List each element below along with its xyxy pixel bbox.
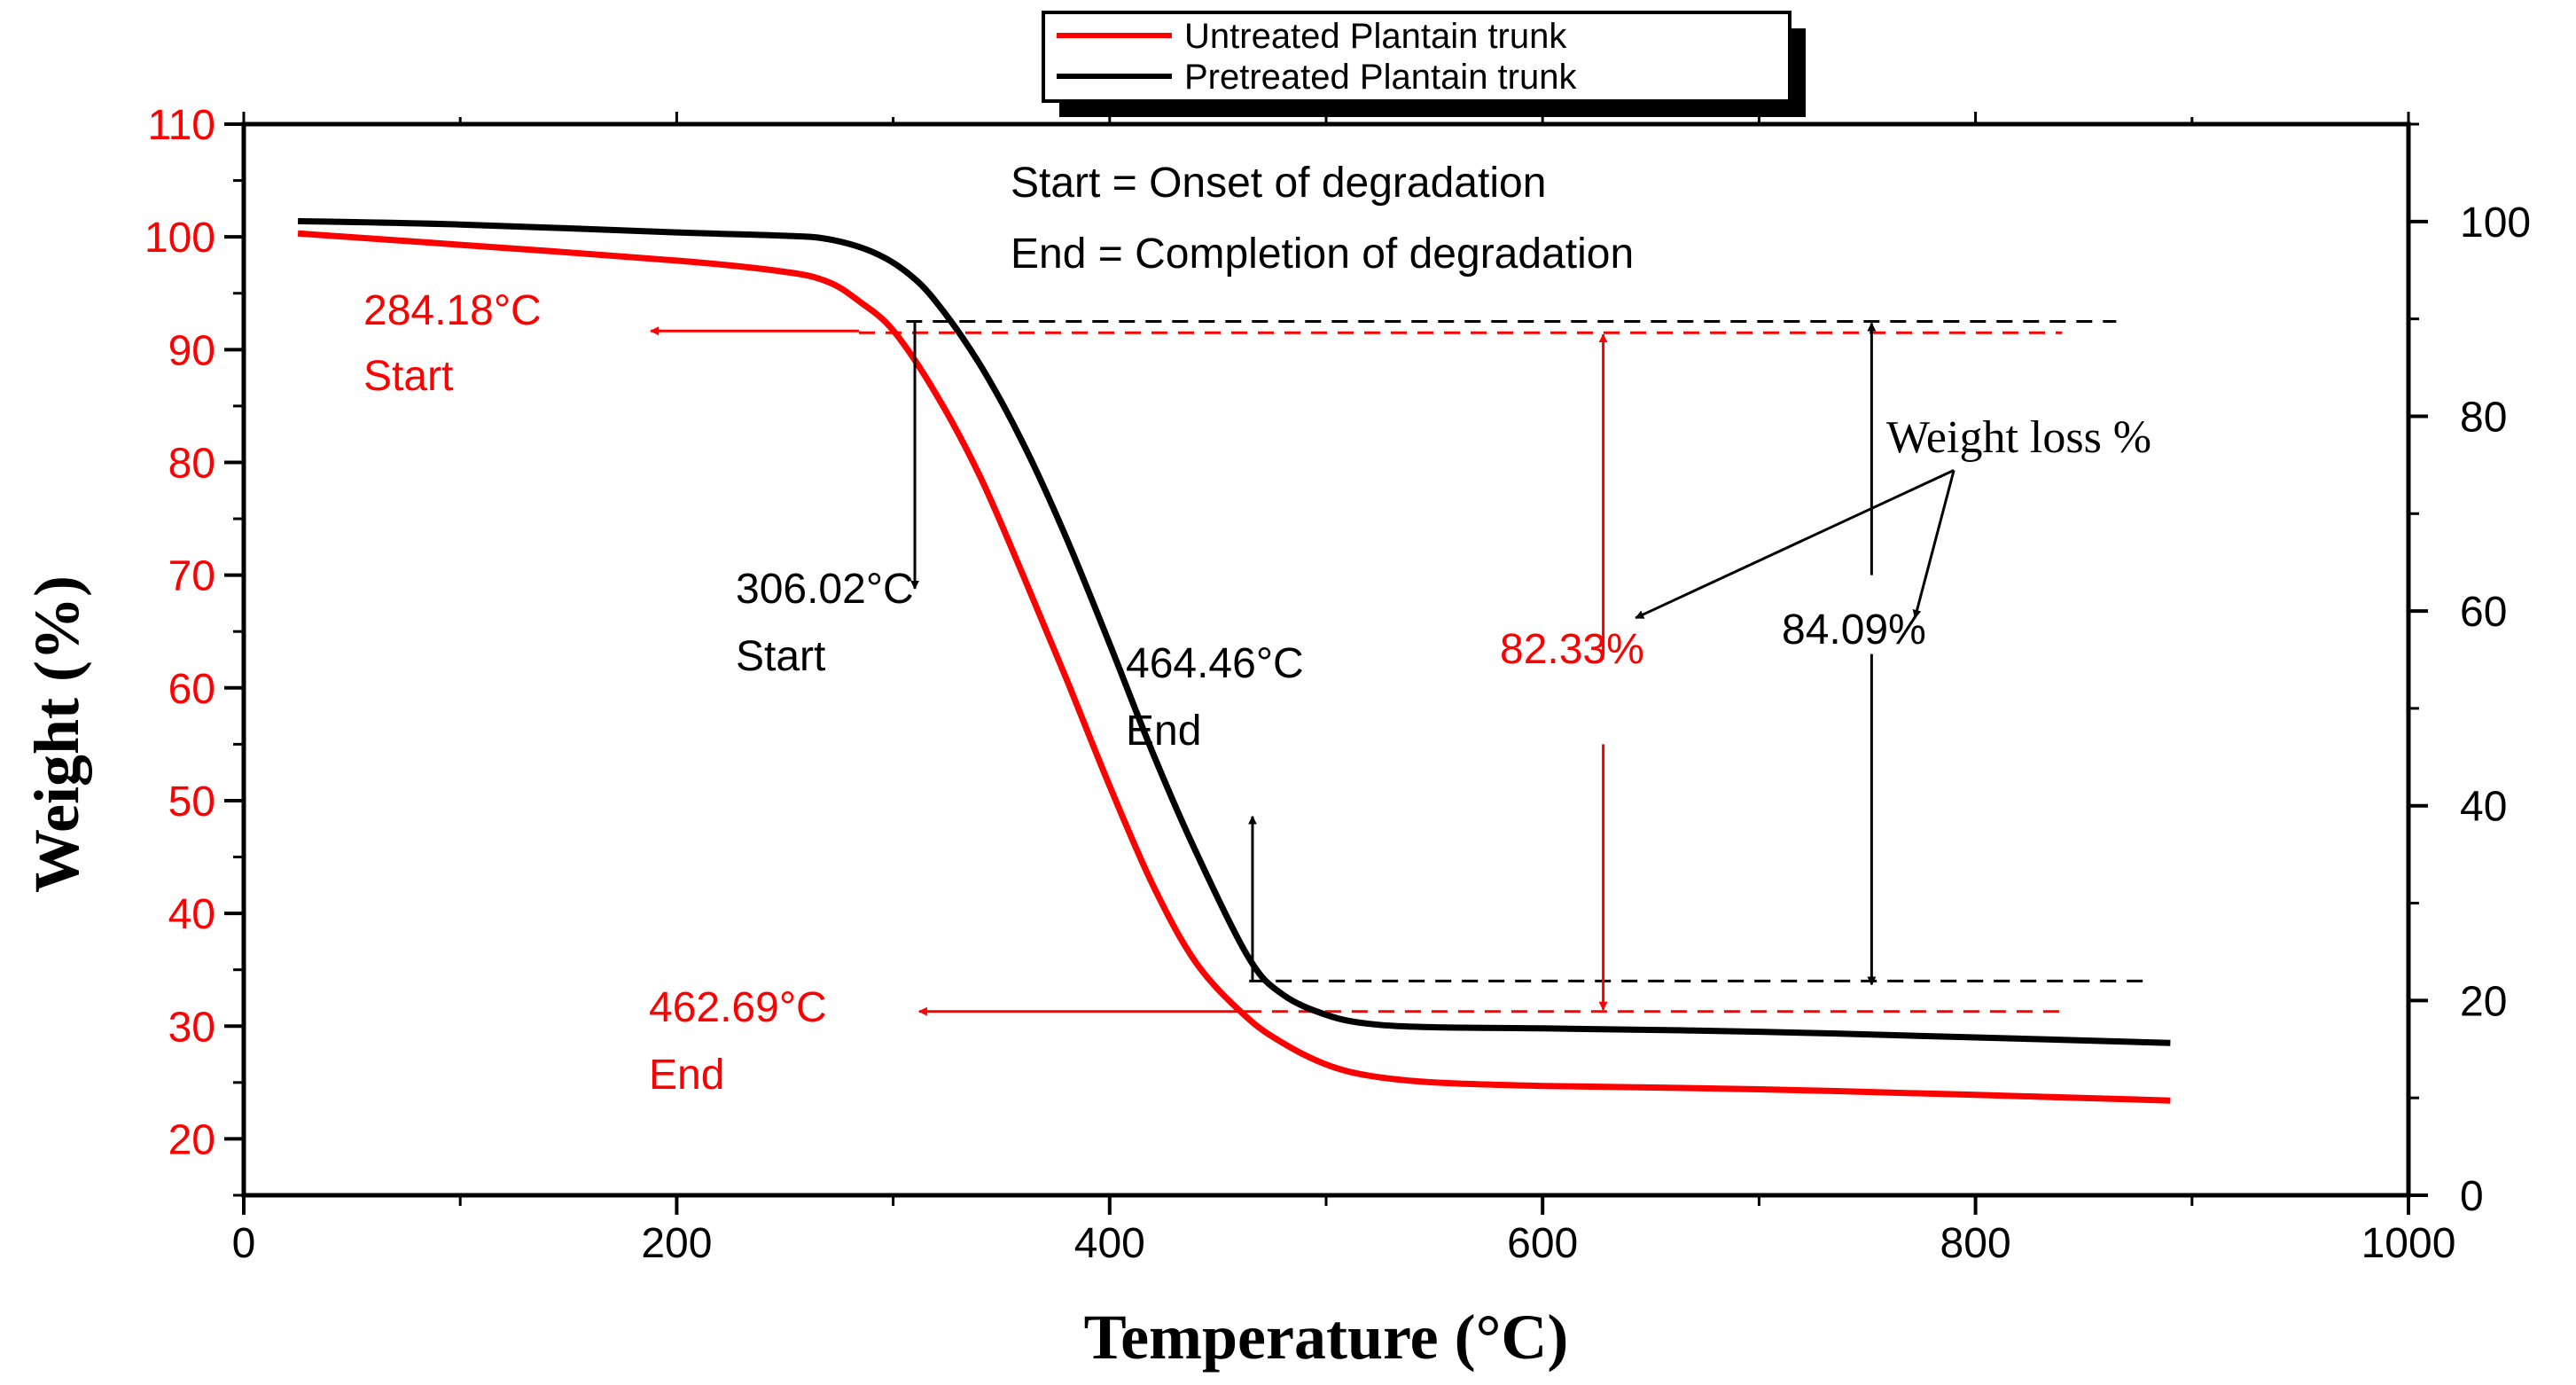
data-series bbox=[297, 217, 2171, 1104]
reference-guides bbox=[858, 320, 2149, 1013]
legend-box bbox=[1042, 11, 1791, 103]
untreated-loss-value: 82.33% bbox=[1500, 626, 1644, 673]
untreated-end-label: End bbox=[649, 1052, 724, 1099]
y2-tick-label: 80 bbox=[2460, 394, 2507, 441]
y-tick-label: 20 bbox=[168, 1116, 215, 1163]
untreated-end-temp: 462.69°C bbox=[649, 984, 827, 1031]
y2-tick-label: 40 bbox=[2460, 784, 2507, 831]
y-tick-label: 110 bbox=[147, 102, 215, 149]
legend-label-pretreated: Pretreated Plantain trunk bbox=[1184, 58, 1577, 97]
legend-label-untreated: Untreated Plantain trunk bbox=[1184, 17, 1567, 56]
x-tick-label: 400 bbox=[1074, 1220, 1145, 1267]
pretreated-start-label: Start bbox=[736, 633, 825, 680]
x-tick-label: 800 bbox=[1940, 1220, 2011, 1267]
pretreated-end-temp: 464.46°C bbox=[1126, 640, 1304, 687]
y-tick-label: 30 bbox=[168, 1004, 215, 1051]
y2-tick-label: 0 bbox=[2460, 1173, 2484, 1220]
weight-loss-pointer-black bbox=[1912, 469, 1955, 619]
y-tick-label: 100 bbox=[144, 215, 215, 262]
y-tick-label: 50 bbox=[168, 779, 215, 826]
pretreated-start-temp: 306.02°C bbox=[736, 566, 914, 613]
plot-frame bbox=[241, 121, 2411, 1198]
annotation-arrows bbox=[650, 321, 1955, 1016]
x-tick-label: 1000 bbox=[2361, 1220, 2456, 1267]
untreated-start-temp: 284.18°C bbox=[363, 287, 542, 334]
y-axis-title: Weight (%) bbox=[21, 575, 92, 893]
weight-loss-pointer-red bbox=[1635, 469, 1955, 620]
y-tick-label: 80 bbox=[168, 440, 215, 487]
x-axis-ticks: 0 200 400 600 800 1000 bbox=[232, 112, 2456, 1267]
left-axis-ticks: 20 30 40 50 60 70 80 90 100 110 bbox=[144, 102, 244, 1197]
weight-loss-label: Weight loss % bbox=[1886, 412, 2151, 463]
legend: Untreated Plantain trunk Pretreated Plan… bbox=[1042, 11, 1806, 117]
definition-end: End = Completion of degradation bbox=[1011, 231, 1634, 278]
y-tick-label: 70 bbox=[168, 553, 215, 600]
x-tick-label: 600 bbox=[1507, 1220, 1578, 1267]
series-line-untreated bbox=[297, 230, 2171, 1104]
y2-tick-label: 60 bbox=[2460, 589, 2507, 636]
untreated-start-label: Start bbox=[363, 353, 453, 400]
pretreated-end-label: End bbox=[1126, 708, 1201, 755]
y-tick-label: 40 bbox=[168, 891, 215, 938]
definition-start: Start = Onset of degradation bbox=[1011, 160, 1546, 207]
y2-tick-label: 20 bbox=[2460, 978, 2507, 1025]
y-tick-label: 60 bbox=[168, 666, 215, 713]
x-tick-label: 0 bbox=[232, 1220, 256, 1267]
pretreated-loss-value: 84.09% bbox=[1782, 606, 1926, 653]
right-axis-ticks: 0 20 40 60 80 100 bbox=[2408, 122, 2531, 1220]
y2-tick-label: 100 bbox=[2460, 200, 2531, 246]
x-tick-label: 200 bbox=[641, 1220, 712, 1267]
x-axis-title: Temperature (°C) bbox=[1084, 1302, 1569, 1373]
series-line-pretreated bbox=[298, 217, 2171, 1046]
y-tick-label: 90 bbox=[168, 327, 215, 374]
